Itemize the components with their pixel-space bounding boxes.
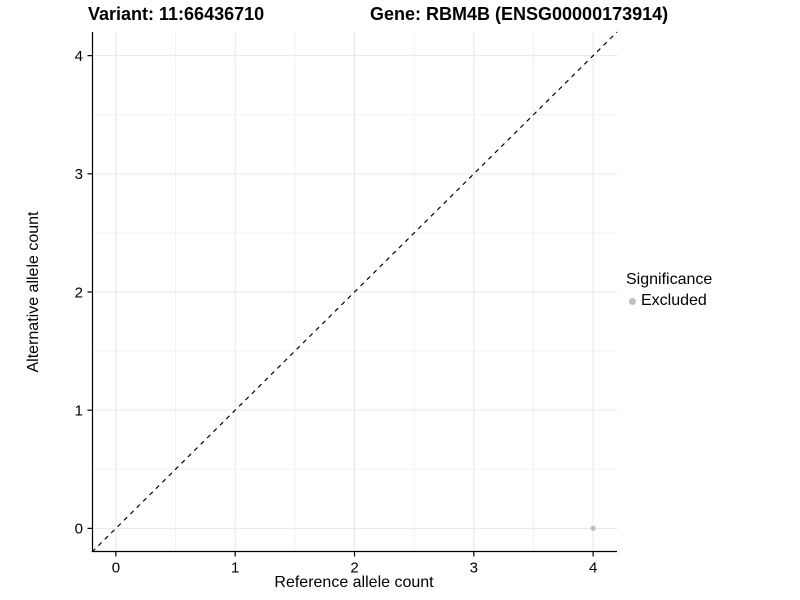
y-tick-label: 3 [75, 166, 83, 183]
y-tick-label: 4 [75, 48, 83, 65]
legend-point-icon [629, 297, 636, 305]
y-tick-label: 0 [75, 521, 83, 538]
y-tick-label: 2 [75, 284, 83, 301]
gene-title: Gene: RBM4B (ENSG00000173914) [370, 4, 669, 24]
x-tick-label: 3 [470, 559, 478, 576]
legend: Significance Excluded [626, 270, 712, 310]
x-tick-label: 0 [112, 559, 120, 576]
scatter-plot: 0 1 2 3 4 0 1 2 3 4 [75, 31, 618, 576]
legend-item-excluded: Excluded [626, 291, 712, 310]
variant-title: Variant: 11:66436710 [88, 4, 265, 24]
y-axis-title: Alternative allele count [25, 211, 42, 373]
data-point [590, 525, 596, 531]
x-axis-title: Reference allele count [274, 574, 434, 591]
x-tick-label: 4 [589, 559, 597, 576]
legend-title: Significance [626, 271, 713, 288]
legend-item-label: Excluded [641, 292, 707, 309]
identity-line [91, 31, 618, 553]
y-tick-label: 1 [75, 402, 83, 419]
x-tick-label: 1 [231, 559, 239, 576]
x-tick-label: 2 [350, 559, 358, 576]
